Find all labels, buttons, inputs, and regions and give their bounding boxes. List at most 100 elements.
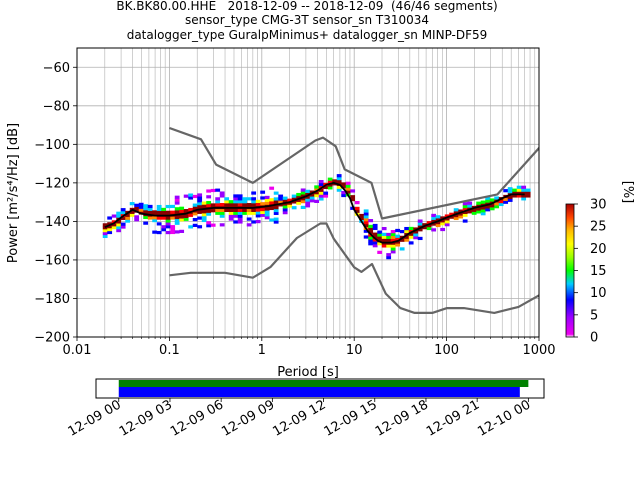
heatmap-cell (291, 194, 297, 198)
heatmap-cell (467, 201, 473, 205)
heatmap-cell (368, 227, 374, 231)
heatmap-cell (246, 197, 252, 201)
heatmap-cell (192, 223, 198, 227)
heatmap-cell (291, 206, 297, 210)
colorbar-tick-label: 15 (590, 264, 607, 279)
heatmap-cell (120, 222, 126, 226)
heatmap-cell (165, 204, 171, 209)
heatmap-cell (179, 215, 185, 219)
colorbar-tick-label: 20 (590, 242, 607, 257)
heatmap-cell (165, 230, 171, 235)
heatmap-cell (237, 203, 243, 207)
heatmap-cell (296, 192, 302, 197)
heatmap-cell (183, 209, 189, 213)
heatmap-cell (390, 247, 396, 251)
heatmap-cell (152, 210, 158, 214)
heatmap-cell (489, 204, 495, 208)
heatmap-cell (120, 216, 126, 220)
title-line-1: BK.BK80.00.HHE 2018-12-09 -- 2018-12-09 … (116, 0, 498, 13)
x-tick-label: 1 (258, 343, 266, 358)
heatmap-cell (224, 208, 230, 213)
heatmap-cell (242, 208, 248, 213)
heatmap-cell (201, 213, 207, 217)
heatmap-cell (210, 223, 216, 227)
heatmap-cell (354, 209, 360, 213)
heatmap-cell (480, 200, 486, 204)
heatmap-cell (485, 196, 491, 200)
heatmap-cell (134, 215, 140, 219)
heatmap-cell (467, 204, 473, 208)
heatmap-cell (336, 177, 342, 181)
heatmap-cell (111, 220, 117, 224)
heatmap-cell (102, 223, 108, 227)
heatmap-cell (143, 210, 149, 214)
heatmap-cell (363, 235, 369, 239)
heatmap-cell (363, 229, 369, 233)
heatmap-cell (264, 195, 270, 200)
heatmap-cell (408, 229, 414, 233)
heatmap-cell (363, 220, 369, 225)
heatmap-cell (134, 218, 140, 222)
heatmap-cell (440, 216, 446, 220)
heatmap-cell (323, 185, 329, 189)
heatmap-cell (228, 211, 234, 215)
heatmap-cell (345, 184, 351, 188)
heatmap-cell (350, 189, 356, 193)
heatmap-cell (489, 207, 495, 211)
heatmap-cell (174, 195, 180, 199)
heatmap-cell (282, 205, 288, 209)
heatmap-cell (165, 222, 171, 226)
heatmap-cell (327, 186, 333, 190)
timeline-tick-label: 12-09 06 (168, 397, 226, 439)
heatmap-cell (372, 226, 378, 230)
heatmap-cell (183, 217, 189, 221)
heatmap-cell (264, 201, 270, 205)
timeline-tick-label: 12-09 09 (219, 397, 277, 439)
heatmap-cell (449, 212, 455, 216)
heatmap-cell (102, 231, 108, 236)
heatmap-cell (129, 213, 135, 217)
heatmap-cell (242, 200, 248, 204)
heatmap-cell (516, 194, 522, 198)
heatmap-cell (278, 194, 284, 198)
heatmap-cell (381, 235, 387, 239)
heatmap-cell (188, 225, 194, 229)
colorbar-tick-label: 5 (590, 308, 598, 323)
heatmap-cell (368, 219, 374, 223)
heatmap-cell (192, 194, 198, 199)
heatmap-cell (255, 208, 261, 212)
heatmap-cell (435, 223, 441, 228)
heatmap-cell (138, 208, 144, 212)
colorbar (565, 203, 575, 338)
heatmap-cell (161, 216, 167, 220)
heatmap-cell (336, 188, 342, 192)
heatmap-cell (188, 213, 194, 217)
heatmap-cell (111, 214, 117, 218)
heatmap-cell (431, 213, 437, 218)
heatmap-cell (215, 211, 221, 215)
heatmap-cell (458, 215, 464, 219)
heatmap-cell (404, 238, 410, 242)
heatmap-cell (224, 197, 230, 201)
heatmap-cell (260, 210, 266, 215)
heatmap-cell (341, 185, 347, 189)
heatmap-cell (440, 222, 446, 226)
heatmap-cell (215, 200, 221, 204)
heatmap-cell (453, 211, 459, 215)
heatmap-cell (161, 228, 167, 232)
heatmap-cell (228, 214, 234, 218)
heatmap-cell (458, 212, 464, 216)
heatmap-cell (458, 209, 464, 213)
heatmap-cell (390, 250, 396, 254)
heatmap-cell (134, 203, 140, 207)
heatmap-cell (107, 227, 113, 232)
heatmap-cell (242, 203, 248, 207)
heatmap-cell (489, 198, 495, 202)
heatmap-cell (255, 202, 261, 206)
heatmap-cell (296, 195, 302, 200)
heatmap-cell (165, 219, 171, 223)
heatmap-cell (422, 223, 428, 227)
heatmap-cell (179, 209, 185, 213)
heatmap-cell (206, 212, 212, 216)
